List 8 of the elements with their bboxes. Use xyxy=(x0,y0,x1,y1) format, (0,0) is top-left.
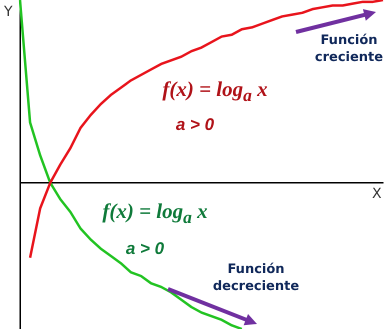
annotation: a > 0 xyxy=(174,114,216,136)
annotation: a > 0 xyxy=(124,238,166,260)
annotation: Función decreciente xyxy=(212,262,300,296)
y-axis-title: Y xyxy=(4,4,13,20)
annotation: Función creciente xyxy=(314,33,384,67)
annotation: f(x) = log$_{a}$ x xyxy=(101,198,209,229)
annotation: f(x) = log$_{a}$ x xyxy=(161,76,269,107)
x-axis-title: X xyxy=(372,186,382,202)
